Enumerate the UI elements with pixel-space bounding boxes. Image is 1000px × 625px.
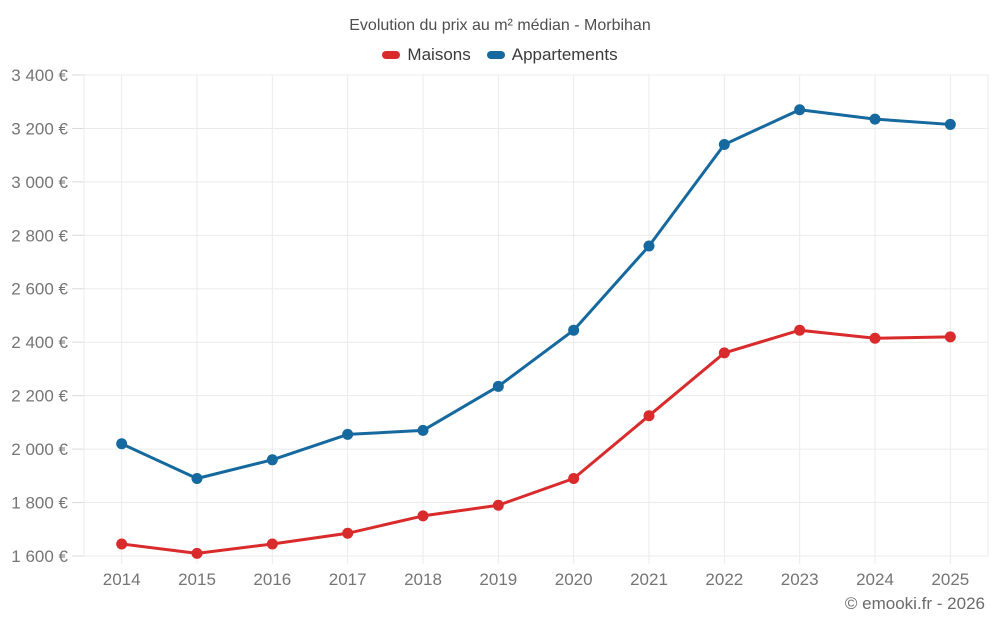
data-point-maisons-2014[interactable] xyxy=(116,538,128,550)
legend-item-appartements[interactable]: Appartements xyxy=(486,45,618,65)
series-line-appartements xyxy=(120,108,952,481)
x-tick-label: 2014 xyxy=(103,570,141,589)
y-tick-label: 2 200 € xyxy=(11,387,68,406)
data-point-maisons-2018[interactable] xyxy=(417,510,429,522)
x-tick-label: 2018 xyxy=(404,570,442,589)
y-tick-label: 3 400 € xyxy=(11,66,68,85)
x-tick-label: 2024 xyxy=(856,570,894,589)
data-point-appartements-2024[interactable] xyxy=(869,113,881,125)
y-tick-label: 3 200 € xyxy=(11,119,68,138)
data-point-appartements-2025[interactable] xyxy=(944,118,956,130)
data-point-maisons-2021[interactable] xyxy=(643,410,655,422)
data-point-appartements-2014[interactable] xyxy=(116,438,128,450)
data-point-maisons-2023[interactable] xyxy=(794,324,806,336)
data-point-maisons-2024[interactable] xyxy=(869,332,881,344)
copyright-footer: © emooki.fr - 2026 xyxy=(844,594,985,613)
legend: Maisons Appartements xyxy=(0,45,1000,65)
maisons-swatch-icon xyxy=(382,51,401,59)
y-tick-label: 2 600 € xyxy=(11,280,68,299)
x-tick-label: 2015 xyxy=(178,570,216,589)
data-point-appartements-2023[interactable] xyxy=(794,104,806,116)
data-point-maisons-2017[interactable] xyxy=(342,527,354,539)
y-tick-label: 2 800 € xyxy=(11,226,68,245)
legend-label-maisons: Maisons xyxy=(407,45,471,64)
y-tick-label: 2 000 € xyxy=(11,440,68,459)
data-point-appartements-2020[interactable] xyxy=(568,324,580,336)
data-point-appartements-2015[interactable] xyxy=(191,473,203,485)
data-point-maisons-2016[interactable] xyxy=(266,538,278,550)
y-tick-label: 1 600 € xyxy=(11,547,68,566)
appartements-swatch-icon xyxy=(486,51,505,59)
data-point-appartements-2021[interactable] xyxy=(643,240,655,252)
x-tick-label: 2021 xyxy=(630,570,668,589)
chart-title: Evolution du prix au m² médian - Morbiha… xyxy=(349,17,651,34)
data-point-maisons-2022[interactable] xyxy=(718,347,730,359)
data-point-appartements-2019[interactable] xyxy=(492,380,504,392)
y-tick-label: 2 400 € xyxy=(11,333,68,352)
x-tick-label: 2022 xyxy=(705,570,743,589)
data-point-appartements-2022[interactable] xyxy=(718,138,730,150)
data-point-appartements-2018[interactable] xyxy=(417,424,429,436)
x-tick-label: 2019 xyxy=(479,570,517,589)
y-tick-label: 1 800 € xyxy=(11,494,68,513)
data-point-appartements-2017[interactable] xyxy=(342,428,354,440)
legend-item-maisons[interactable]: Maisons xyxy=(382,45,471,65)
legend-label-appartements: Appartements xyxy=(511,45,618,64)
series-line-maisons xyxy=(120,328,952,555)
x-tick-label: 2025 xyxy=(931,570,969,589)
data-point-maisons-2020[interactable] xyxy=(568,473,580,485)
x-tick-label: 2020 xyxy=(555,570,593,589)
x-tick-label: 2017 xyxy=(329,570,367,589)
data-point-maisons-2019[interactable] xyxy=(492,499,504,511)
x-tick-label: 2016 xyxy=(253,570,291,589)
data-point-maisons-2015[interactable] xyxy=(191,547,203,559)
x-tick-label: 2023 xyxy=(781,570,819,589)
data-point-maisons-2025[interactable] xyxy=(944,331,956,343)
data-point-appartements-2016[interactable] xyxy=(266,454,278,466)
y-tick-label: 3 000 € xyxy=(11,173,68,192)
